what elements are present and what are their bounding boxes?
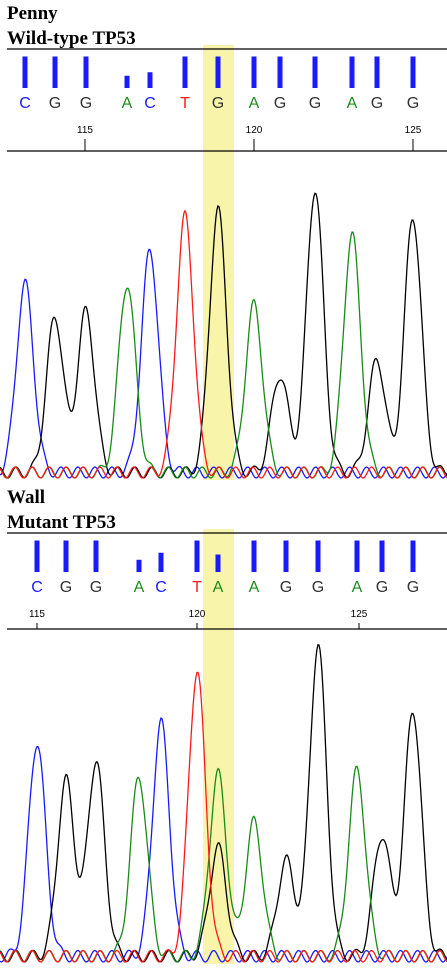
- quality-bar: [410, 56, 416, 88]
- base-call-letter: G: [280, 579, 292, 596]
- base-call-letter: T: [180, 95, 190, 112]
- genotype-label: Wild-type TP53: [7, 28, 136, 49]
- trace-C: [0, 717, 447, 963]
- trace-T: [0, 209, 447, 479]
- axis-tick-label: 120: [189, 609, 206, 620]
- axis-tick-label: 115: [77, 125, 93, 136]
- base-call-letter: C: [19, 95, 31, 112]
- quality-bar: [379, 540, 385, 572]
- base-call-letter: T: [192, 579, 202, 596]
- base-call-letter: A: [213, 579, 224, 596]
- base-call-letter: A: [249, 95, 260, 112]
- chromatogram-panel-wildtype: Penny Wild-type TP53 C G G A C T G A G G A G G 115 120…: [0, 3, 447, 480]
- quality-bar: [194, 540, 200, 572]
- quality-bar: [182, 56, 188, 88]
- quality-bar: [158, 552, 164, 572]
- quality-bar: [312, 56, 318, 88]
- quality-bar: [283, 540, 289, 572]
- quality-bar: [277, 56, 283, 88]
- chromatogram-panel-mutant: Wall Mutant TP53 C G G A C T A A G G A G G 115 120 125: [0, 484, 447, 968]
- quality-bar: [410, 540, 416, 572]
- quality-bar: [374, 56, 380, 88]
- quality-bar: [147, 72, 153, 88]
- sample-name: Wall: [7, 487, 46, 508]
- quality-bar: [22, 56, 28, 88]
- genotype-label: Mutant TP53: [7, 512, 116, 533]
- base-call-letter: G: [407, 579, 419, 596]
- quality-bar: [251, 540, 257, 572]
- base-call-letter: A: [347, 95, 358, 112]
- base-call-letter: A: [122, 95, 133, 112]
- base-call-letter: G: [309, 95, 321, 112]
- axis-tick-label: 125: [351, 609, 368, 620]
- quality-bar: [349, 56, 355, 88]
- base-call-letter: A: [134, 579, 145, 596]
- quality-bar: [136, 559, 142, 572]
- quality-bar: [93, 540, 99, 572]
- base-call-letter: G: [376, 579, 388, 596]
- quality-bar: [63, 540, 69, 572]
- quality-bar: [52, 56, 58, 88]
- quality-bar: [315, 540, 321, 572]
- base-call-letter: G: [90, 579, 102, 596]
- trace-G: [0, 192, 447, 479]
- base-call-letter: C: [155, 579, 167, 596]
- base-call-letter: C: [144, 95, 156, 112]
- base-call-letter: G: [60, 579, 72, 596]
- variant-highlight-band: [203, 529, 234, 964]
- base-call-letter: G: [212, 95, 224, 112]
- base-call-letter: G: [80, 95, 92, 112]
- trace-G: [0, 644, 447, 963]
- quality-bar: [251, 56, 257, 88]
- quality-bar: [124, 75, 130, 88]
- base-call-letter: G: [274, 95, 286, 112]
- quality-bar: [215, 56, 221, 88]
- base-call-letter: G: [49, 95, 61, 112]
- base-call-letter: C: [31, 579, 43, 596]
- quality-bar: [215, 554, 221, 572]
- sample-name: Penny: [7, 3, 58, 24]
- base-call-letter: G: [371, 95, 383, 112]
- quality-bar: [34, 540, 40, 572]
- variant-highlight-band: [203, 45, 234, 480]
- quality-bar: [83, 56, 89, 88]
- base-call-letter: A: [352, 579, 363, 596]
- trace-T: [0, 671, 447, 963]
- quality-bar: [354, 540, 360, 572]
- base-call-letter: G: [407, 95, 419, 112]
- base-call-letter: G: [312, 579, 324, 596]
- axis-tick-label: 125: [405, 125, 422, 136]
- base-call-letter: A: [249, 579, 260, 596]
- axis-tick-label: 120: [246, 125, 263, 136]
- axis-tick-label: 115: [29, 609, 45, 620]
- trace-C: [0, 248, 447, 479]
